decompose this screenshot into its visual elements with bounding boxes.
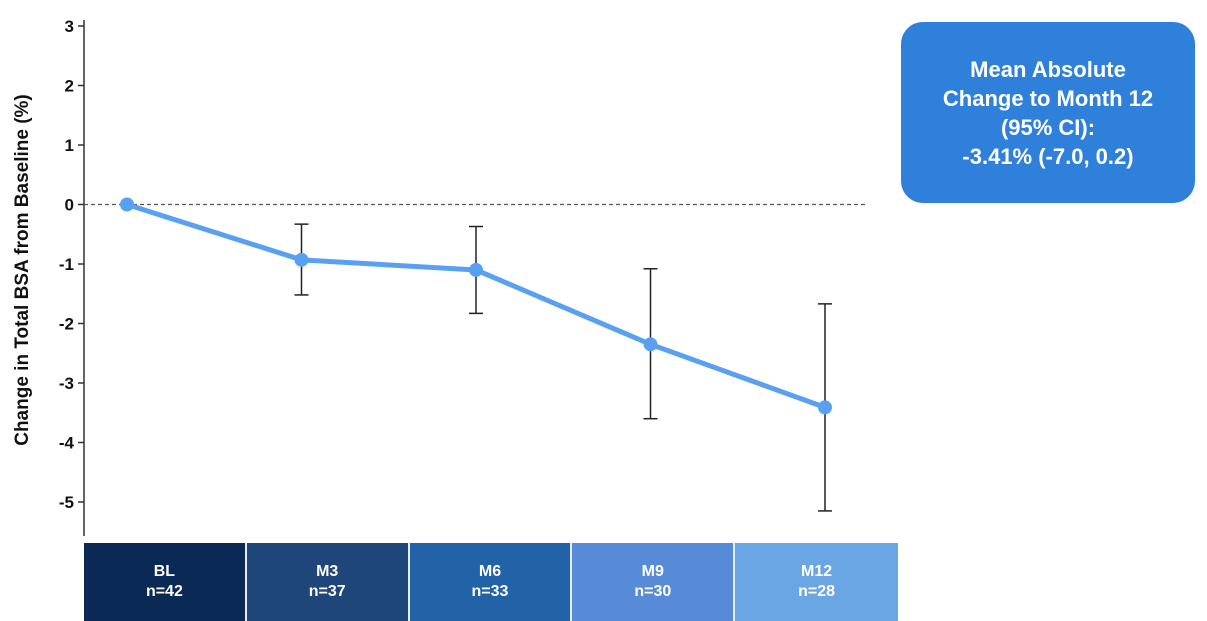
timepoint-n: n=42 xyxy=(145,583,183,600)
data-point-m9 xyxy=(643,337,658,352)
timepoint-label: M12 xyxy=(801,563,833,580)
annotation-line-2: Change to Month 12 xyxy=(942,85,1154,111)
timepoint-label: M9 xyxy=(641,563,664,580)
data-point-m12 xyxy=(818,400,832,415)
timepoint-n: n=37 xyxy=(308,583,346,600)
y-tick-label: -5 xyxy=(59,493,74,512)
y-tick-label: -4 xyxy=(59,434,75,453)
timepoint-bands: BL n=42 M3 n=37 M6 n=33 M9 n=30 M12 n=28 xyxy=(84,543,898,621)
timepoint-band-m3: M3 n=37 xyxy=(246,543,410,621)
timepoint-n: n=30 xyxy=(634,583,672,600)
y-tick-label: -3 xyxy=(59,374,74,393)
y-tick-label: 1 xyxy=(65,136,74,155)
y-tick-label: 2 xyxy=(65,77,74,96)
y-tick-label: -1 xyxy=(59,255,74,274)
y-tick-label: 0 xyxy=(65,196,74,215)
data-point-m6 xyxy=(469,262,483,277)
data-point-bl xyxy=(120,197,134,212)
data-point-m3 xyxy=(294,252,309,267)
timepoint-n: n=28 xyxy=(798,583,836,600)
y-tick-label: -2 xyxy=(59,315,74,334)
y-axis-label: Change in Total BSA from Baseline (%) xyxy=(12,94,33,446)
annotation-line-1: Mean Absolute xyxy=(970,56,1126,82)
timepoint-label: BL xyxy=(153,563,176,580)
y-tick-label: 3 xyxy=(65,17,74,36)
timepoint-band-m12: M12 n=28 xyxy=(735,543,898,621)
timepoint-band-m6: M6 n=33 xyxy=(409,543,573,621)
annotation-line-3: (95% CI): xyxy=(1000,114,1096,140)
timepoint-band-m9: M9 n=30 xyxy=(572,543,736,621)
timepoint-label: M3 xyxy=(316,563,339,580)
timepoint-label: M6 xyxy=(478,563,502,580)
timepoint-band-bl: BL n=42 xyxy=(84,543,247,621)
annotation-line-4: -3.41% (-7.0, 0.2) xyxy=(962,143,1134,169)
timepoint-n: n=33 xyxy=(471,583,509,600)
ci-annotation-box: Mean Absolute Change to Month 12 (95% CI… xyxy=(901,22,1195,203)
